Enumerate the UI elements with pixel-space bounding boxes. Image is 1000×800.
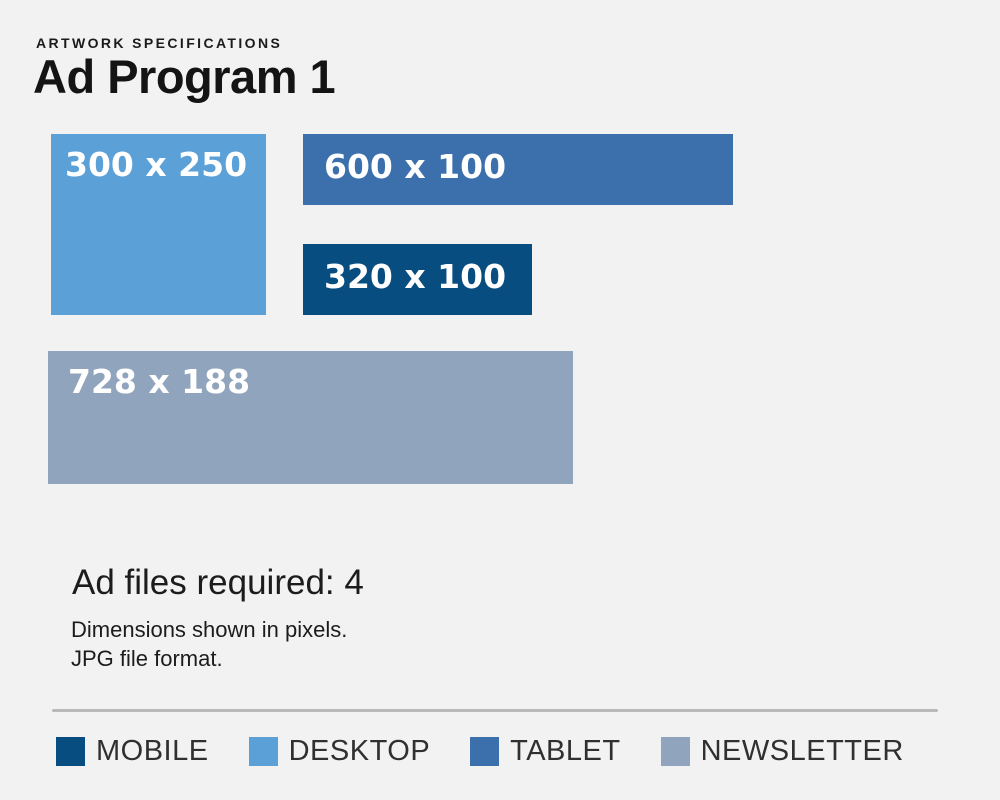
legend-item-mobile: MOBILE [56,735,209,768]
ad-files-required-text: Ad files required: 4 [72,563,364,602]
file-format-note: JPG file format. [71,646,223,671]
ad-box-size-label: 300 x 250 [65,145,248,184]
legend-label: NEWSLETTER [700,735,904,767]
mobile-color-swatch [56,737,85,766]
legend-label: TABLET [510,735,621,767]
legend-label: MOBILE [96,735,209,767]
dimensions-note: Dimensions shown in pixels. [71,617,348,642]
ad-box-desktop-300x250: 300 x 250 [51,134,266,315]
newsletter-color-swatch [660,737,690,766]
legend-item-desktop: DESKTOP [248,735,431,768]
ad-box-mobile-320x100: 320 x 100 [303,244,532,315]
legend: MOBILE DESKTOP TABLET NEWSLETTER [56,735,904,768]
ad-box-size-label: 728 x 188 [68,362,251,401]
legend-item-newsletter: NEWSLETTER [660,735,904,768]
ad-box-tablet-600x100: 600 x 100 [303,134,733,205]
tablet-color-swatch [470,737,500,766]
legend-item-tablet: TABLET [470,735,620,768]
eyebrow-label: ARTWORK SPECIFICATIONS [36,35,283,51]
ad-box-size-label: 600 x 100 [324,147,507,186]
legend-label: DESKTOP [288,735,431,767]
ad-box-size-label: 320 x 100 [324,257,507,296]
page-title: Ad Program 1 [33,50,336,103]
divider-line [52,709,938,712]
desktop-color-swatch [248,737,278,766]
ad-box-newsletter-728x188: 728 x 188 [48,351,573,484]
